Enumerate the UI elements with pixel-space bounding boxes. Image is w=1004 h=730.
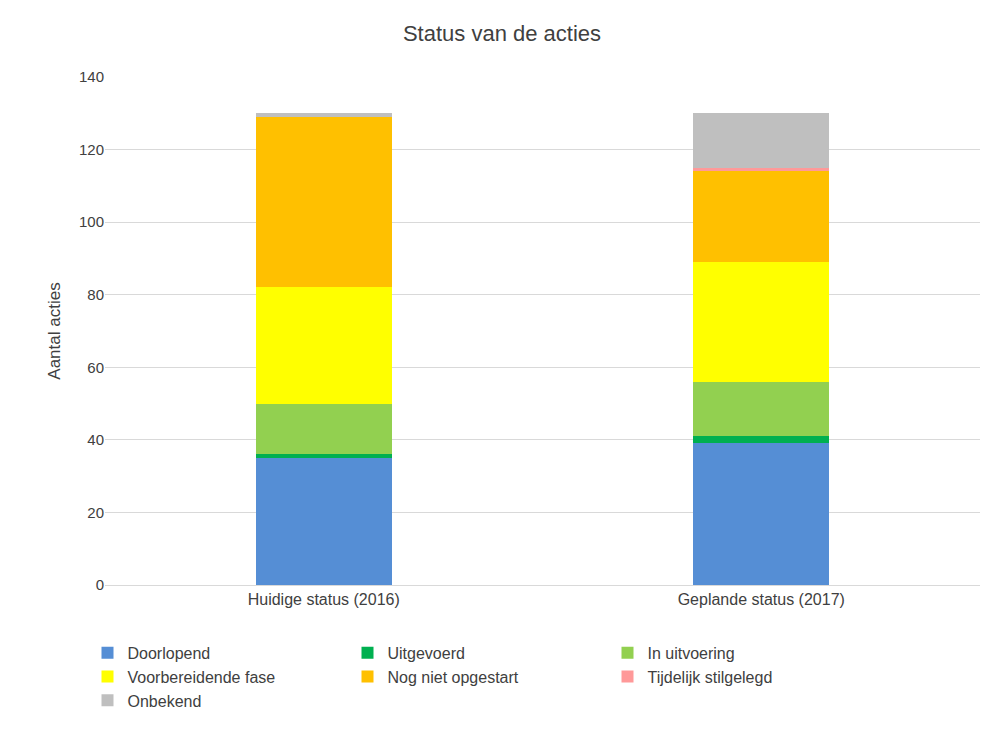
svg-text:Status van de acties: Status van de acties xyxy=(403,21,601,46)
svg-text:Doorlopend: Doorlopend xyxy=(128,645,211,662)
svg-text:Aantal acties: Aantal acties xyxy=(45,282,64,379)
svg-text:140: 140 xyxy=(79,68,104,85)
svg-text:Nog niet opgestart: Nog niet opgestart xyxy=(388,669,519,686)
svg-text:Voorbereidende fase: Voorbereidende fase xyxy=(128,669,276,686)
svg-text:Geplande status (2017): Geplande status (2017) xyxy=(678,591,845,608)
svg-text:0: 0 xyxy=(96,576,104,593)
svg-text:40: 40 xyxy=(87,431,104,448)
svg-text:Tijdelijk stilgelegd: Tijdelijk stilgelegd xyxy=(648,669,773,686)
svg-text:100: 100 xyxy=(79,213,104,230)
svg-text:60: 60 xyxy=(87,359,104,376)
svg-text:20: 20 xyxy=(87,504,104,521)
svg-text:In uitvoering: In uitvoering xyxy=(648,645,735,662)
svg-text:Huidige status (2016): Huidige status (2016) xyxy=(248,591,400,608)
svg-text:80: 80 xyxy=(87,286,104,303)
svg-text:Uitgevoerd: Uitgevoerd xyxy=(388,645,465,662)
svg-text:Onbekend: Onbekend xyxy=(128,693,202,710)
svg-text:120: 120 xyxy=(79,141,104,158)
